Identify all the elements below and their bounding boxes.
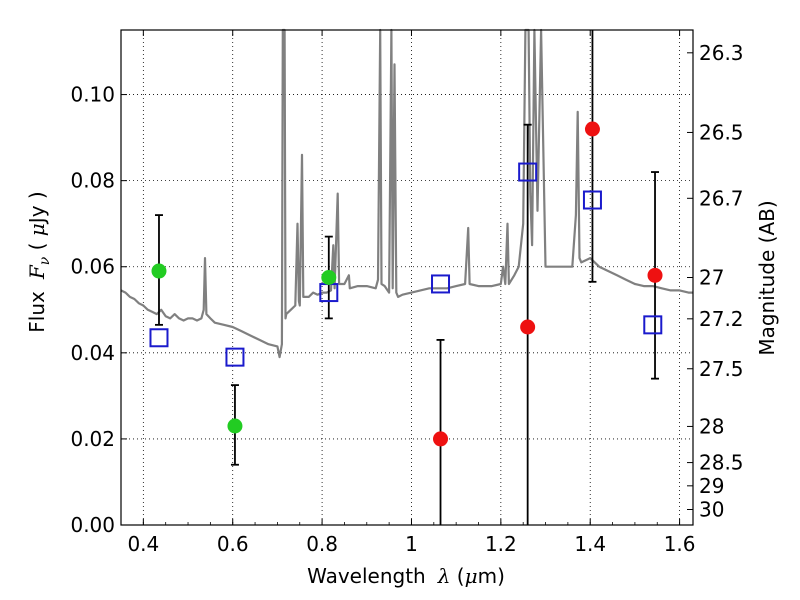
- y2-axis-title: Magnitude (AB): [755, 200, 779, 355]
- y-tick-label: 0.04: [70, 341, 115, 365]
- x-tick-label: 1.6: [664, 532, 696, 556]
- model-square-marker: [225, 347, 245, 367]
- model-square-marker: [518, 162, 538, 182]
- axis-ticks: 0.4 0.6 0.8 1 1.2 1.4 1.6 0.00 0.02 0.04 0.06 0.08 0…: [70, 30, 744, 556]
- data-markers: [149, 121, 663, 447]
- model-square-marker: [149, 328, 169, 348]
- mag-tick-label: 27.2: [699, 307, 744, 331]
- nondetection-point: [584, 121, 600, 137]
- y-tick-label: 0.10: [70, 83, 115, 107]
- plot-frame: [120, 29, 694, 526]
- grid-lines: [121, 30, 693, 526]
- detection-point: [151, 263, 167, 279]
- detection-point: [321, 270, 337, 285]
- x-tick-label: 0.4: [127, 532, 159, 556]
- x-tick-label: 0.8: [306, 532, 338, 556]
- mag-tick-label: 29: [699, 474, 724, 498]
- y-tick-label: 0.02: [70, 427, 115, 451]
- mag-tick-label: 26.5: [699, 120, 744, 144]
- mag-tick-label: 28.5: [699, 451, 744, 475]
- mag-tick-label: 26.3: [699, 41, 744, 65]
- spectrum-line: [120, 28, 693, 359]
- mag-tick-label: 26.7: [699, 186, 744, 210]
- y-axis-title: FluxFν ( μJy ): [25, 191, 53, 332]
- model-square-marker: [431, 274, 451, 294]
- x-tick-label: 0.6: [217, 532, 249, 556]
- mag-tick-label: 27.5: [699, 357, 744, 381]
- y-tick-label: 0.06: [70, 255, 115, 279]
- nondetection-point: [520, 319, 536, 335]
- model-square-marker: [582, 190, 602, 210]
- error-bars: [154, 30, 660, 525]
- model-square-marker: [643, 315, 663, 335]
- x-tick-label: 1.2: [485, 532, 517, 556]
- x-axis-title: Wavelength λ (μm): [307, 564, 505, 588]
- mag-tick-label: 28: [699, 414, 724, 438]
- x-tick-label: 1: [405, 532, 418, 556]
- nondetection-point: [647, 267, 663, 283]
- x-tick-label: 1.4: [574, 532, 606, 556]
- spectrum-series: [120, 28, 693, 359]
- mag-tick-label: 30: [699, 498, 724, 522]
- detection-point: [227, 418, 243, 434]
- y-tick-label: 0.08: [70, 169, 115, 193]
- nondetection-point: [433, 431, 449, 447]
- mag-tick-label: 27: [699, 266, 724, 290]
- y-tick-label: 0.00: [70, 513, 115, 537]
